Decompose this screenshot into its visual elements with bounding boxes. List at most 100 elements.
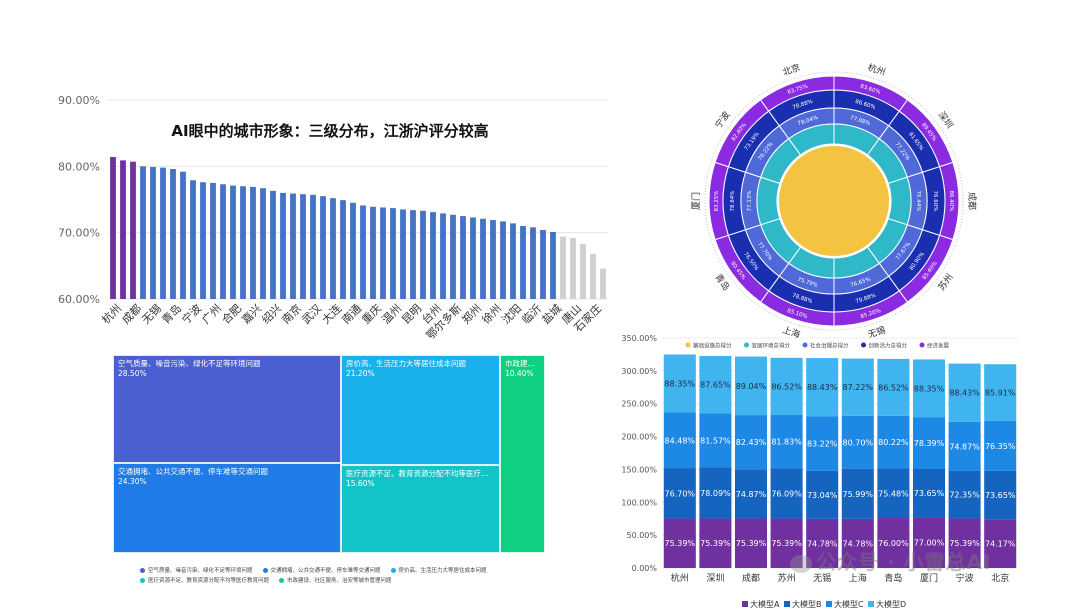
stack-segment-label: 81.57% — [700, 436, 731, 445]
bar-y-tick-label: 70.00% — [58, 227, 100, 240]
stack-top-legend-dot-icon — [802, 342, 808, 348]
stack-segment-label: 87.65% — [700, 381, 731, 390]
stack-legend-label: 大模型B — [792, 599, 822, 609]
stack-segment-label: 87.22% — [843, 383, 874, 392]
stack-segment — [734, 415, 768, 470]
watermark: 公众号 · 小雷总AI — [790, 546, 991, 575]
city-bar — [170, 168, 176, 299]
stack-y-tick-label: 100.00% — [621, 498, 657, 507]
stack-legend-label: 大模型D — [876, 599, 906, 609]
city-bar — [390, 208, 396, 299]
stack-segment-label: 83.22% — [807, 440, 838, 449]
stack-segment — [663, 468, 696, 519]
stack-segment — [806, 416, 839, 471]
treemap-legend-label: 房价高、生活压力大等居住成本问题 — [398, 568, 487, 574]
stack-segment-label: 88.35% — [914, 384, 945, 393]
stack-legend-swatch-icon — [742, 601, 748, 607]
stack-segment — [734, 469, 768, 519]
stack-segment-label: 80.22% — [878, 438, 909, 447]
stack-segment-label: 75.48% — [878, 489, 909, 498]
treemap-cell: 市政建设、社区服务、治安等城市管理问题10.40% — [500, 355, 545, 553]
stack-segment-label: 85.91% — [985, 388, 1016, 397]
stack-segment-label: 75.39% — [665, 539, 696, 548]
stack-segment-label: 73.65% — [914, 489, 945, 498]
bar-y-tick-label: 80.00% — [58, 160, 100, 173]
stack-segment-label: 81.83% — [771, 438, 802, 447]
stack-segment-label: 74.78% — [843, 539, 874, 548]
stack-segment-label: 77.00% — [914, 539, 945, 548]
stack-segment-label: 73.04% — [807, 491, 838, 500]
sunburst-city-label: 成都 — [966, 192, 978, 210]
stack-segment — [877, 358, 910, 416]
stack-legend-swatch-icon — [826, 601, 832, 607]
stack-segment-label: 74.78% — [807, 539, 838, 548]
city-bar — [380, 207, 386, 299]
stack-segment — [948, 470, 981, 519]
city-bar — [270, 190, 276, 299]
stack-segment-label: 88.43% — [807, 383, 838, 392]
stack-segment — [770, 468, 803, 519]
city-bar — [190, 180, 196, 299]
stack-x-label: 杭州 — [671, 572, 689, 584]
city-bar — [430, 212, 436, 299]
stack-x-label: 深圳 — [706, 573, 724, 584]
stack-segment — [912, 359, 946, 418]
stack-x-label: 成都 — [742, 572, 760, 584]
city-bar — [350, 202, 356, 299]
stack-segment-label: 75.39% — [736, 539, 767, 548]
stack-x-label: 上海 — [849, 572, 867, 584]
city-bar — [180, 171, 186, 299]
bar-y-tick-label: 90.00% — [58, 94, 100, 107]
stack-segment — [984, 519, 1017, 568]
stack-segment-label: 76.70% — [665, 489, 696, 498]
city-bar — [200, 182, 206, 299]
stack-segment-label: 76.35% — [985, 442, 1016, 451]
stack-segment-label: 75.39% — [771, 539, 802, 548]
stack-top-legend-label: 基础设施总得分 — [693, 342, 732, 350]
stack-y-tick-label: 200.00% — [621, 433, 657, 442]
stack-segment — [770, 414, 803, 469]
city-bar — [440, 213, 446, 299]
city-bar — [290, 193, 296, 299]
stack-y-tick-label: 250.00% — [621, 400, 657, 409]
city-bar — [600, 268, 606, 299]
treemap-cell: 交通拥堵、公共交通不便、停车难等交通问题 24.30% — [113, 463, 341, 553]
stack-segment — [806, 358, 839, 417]
city-bar — [140, 166, 146, 299]
sunburst-value-label: 86.40% — [948, 191, 954, 212]
stack-segment-label: 80.70% — [843, 438, 874, 447]
stack-x-label: 宁波 — [956, 572, 974, 584]
stack-segment — [699, 413, 732, 468]
stack-segment — [663, 354, 696, 413]
city-bar — [400, 209, 406, 299]
stack-segment-label: 74.17% — [985, 540, 1016, 549]
city-bar — [590, 253, 596, 299]
stack-y-tick-label: 0.00% — [632, 564, 658, 573]
city-bar — [580, 243, 586, 299]
treemap-legend-item: 市政建设、社区服务、治安等城市管理问题 — [279, 578, 392, 584]
city-bar — [530, 227, 536, 299]
sunburst-value-label: 77.13% — [747, 191, 753, 212]
stack-segment-label: 82.43% — [736, 438, 767, 447]
city-bar — [460, 216, 466, 299]
legend-dot-icon — [279, 578, 285, 583]
legend-dot-icon — [140, 578, 145, 583]
stack-segment — [877, 468, 910, 519]
sunburst-outer-ring — [704, 71, 964, 331]
stack-segment — [841, 415, 874, 469]
stack-segment — [877, 415, 910, 469]
sunburst-city-label: 厦门 — [690, 192, 702, 210]
city-bar — [520, 226, 526, 299]
stack-segment-label: 89.04% — [736, 382, 767, 391]
stack-top-legend-label: 创新活力总得分 — [869, 342, 908, 350]
sunburst-value-label: 83.25% — [714, 191, 720, 212]
city-bar — [320, 196, 326, 299]
stack-segment — [948, 363, 981, 422]
stack-segment — [948, 421, 981, 471]
stack-segment — [841, 518, 874, 568]
city-bar — [160, 167, 166, 299]
stack-segment — [877, 518, 910, 568]
stack-top-legend-label: 社会治理总得分 — [810, 342, 849, 350]
